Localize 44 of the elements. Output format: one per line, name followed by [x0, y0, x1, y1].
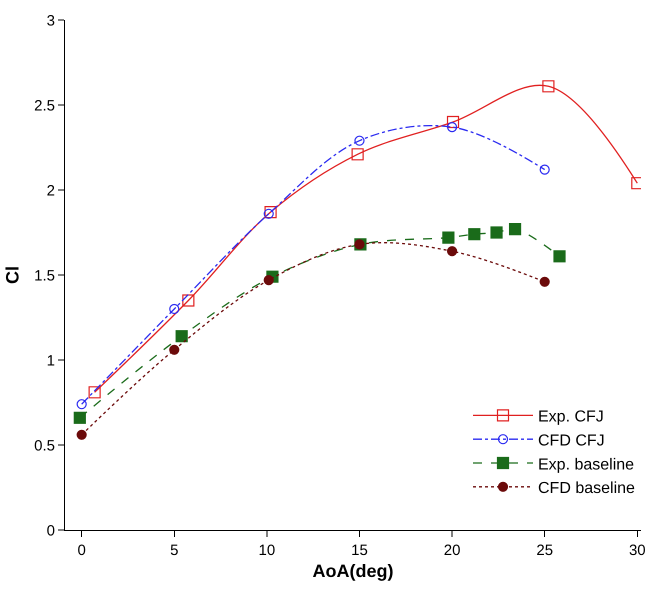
point [508, 223, 522, 236]
y-tick-label: 2 [46, 182, 55, 200]
point [264, 208, 274, 219]
point [553, 250, 566, 262]
legend-label: CFD CFJ [538, 432, 605, 450]
point [76, 430, 87, 440]
point [182, 294, 194, 307]
x-tick-label: 15 [351, 542, 368, 559]
legend-label: Exp. baseline [538, 456, 634, 474]
point [540, 276, 550, 287]
point [442, 232, 454, 244]
y-tick-label: 1 [46, 352, 55, 370]
y-tick-label: 0 [46, 522, 55, 540]
point [446, 246, 458, 256]
point [88, 386, 101, 398]
point [169, 344, 180, 355]
point [352, 148, 364, 160]
x-axis-title: AoA(deg) [312, 561, 394, 582]
y-tick-label: 2.5 [34, 97, 55, 114]
x-tick-label: 0 [78, 542, 86, 559]
point [169, 304, 180, 314]
x-tick-label: 5 [170, 542, 178, 559]
x-tick-label: 10 [258, 542, 276, 559]
point [176, 330, 188, 342]
point [468, 228, 480, 240]
point [264, 206, 277, 218]
legend-label: Exp. CFJ [538, 408, 604, 426]
legend-label: CFD baseline [538, 480, 636, 498]
point [74, 412, 86, 424]
x-tick-label: 25 [536, 542, 554, 559]
point [446, 116, 460, 128]
y-tick-label: 1.5 [34, 267, 55, 284]
x-tick-label: 20 [444, 542, 460, 559]
point [490, 226, 503, 239]
point [76, 399, 87, 410]
y-tick-label: 0.5 [34, 437, 55, 454]
point [446, 122, 458, 132]
point [542, 80, 554, 92]
point [264, 275, 274, 286]
point [354, 136, 365, 146]
y-axis-title: Cl [2, 266, 22, 284]
point [540, 164, 550, 175]
x-tick-label: 30 [628, 542, 646, 559]
y-tick-label: 3 [46, 12, 55, 30]
